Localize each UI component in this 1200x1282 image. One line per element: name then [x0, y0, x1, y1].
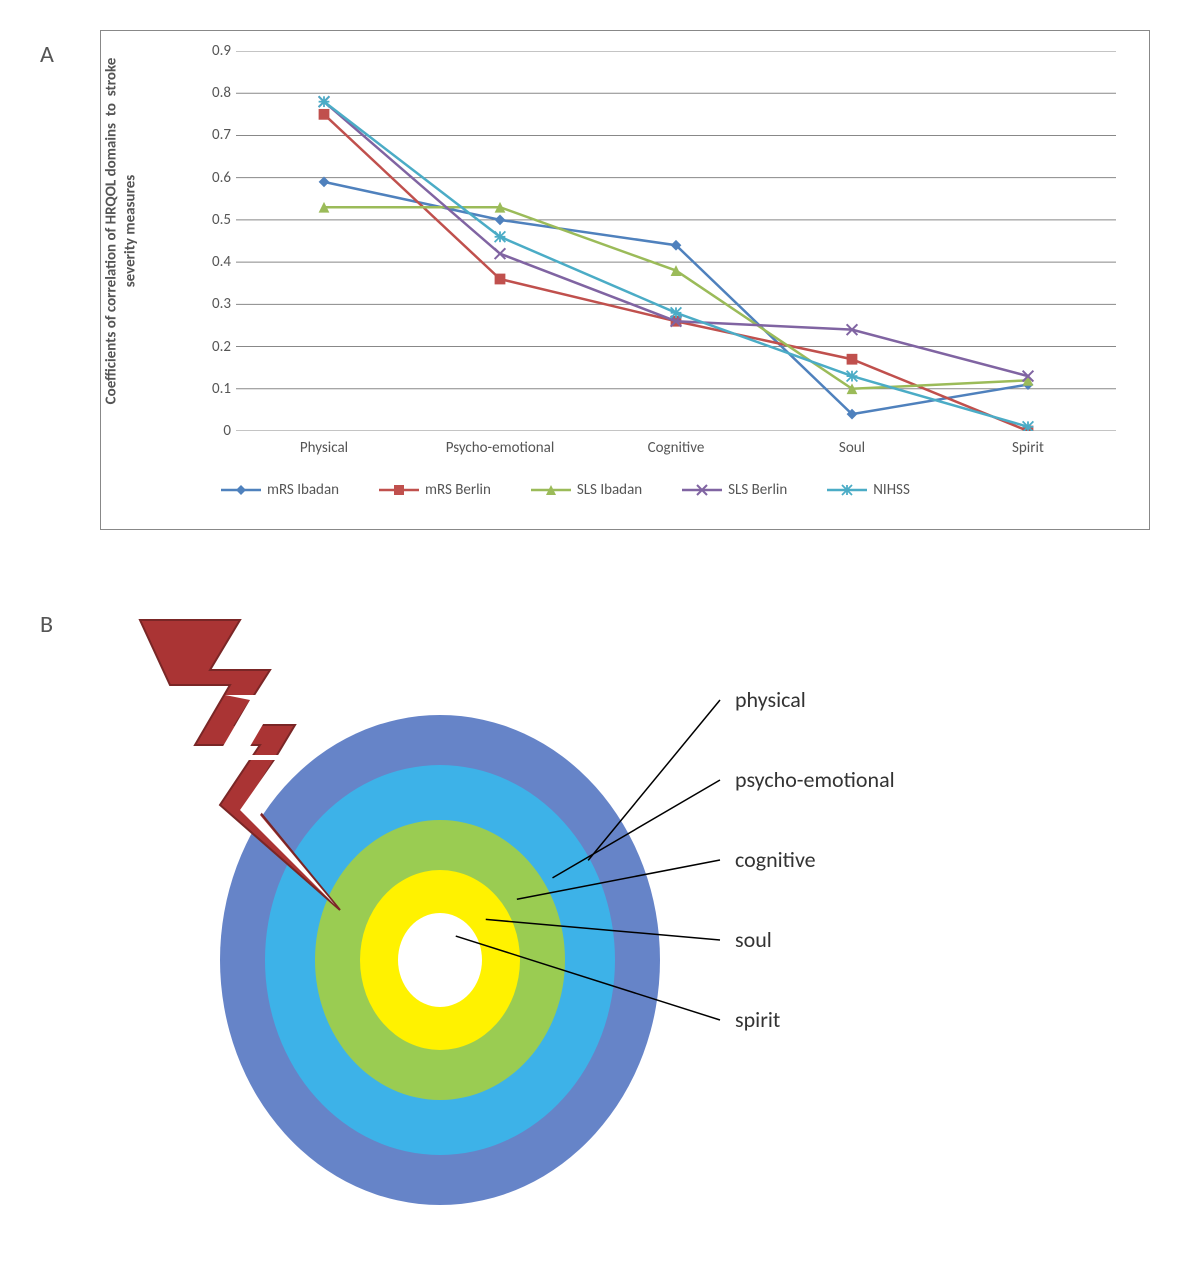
y-tick-label: 0.9	[212, 42, 231, 60]
legend-label: SLS Berlin	[728, 481, 787, 499]
legend-item: NIHSS	[827, 481, 910, 499]
legend-label: SLS Ibadan	[577, 481, 642, 499]
lightning-bolt-icon	[110, 610, 370, 930]
panel-a: A Coefficients of correlation of HRQOL d…	[40, 30, 1160, 530]
panel-a-label: A	[40, 40, 54, 69]
y-axis-title: Coefficients of correlation of HRQOL dom…	[102, 41, 140, 421]
y-tick-label: 0.7	[212, 126, 231, 144]
y-tick-label: 0.4	[212, 253, 231, 271]
ring-label: cognitive	[735, 846, 816, 873]
legend-item: SLS Ibadan	[531, 481, 642, 499]
chart-legend: mRS Ibadan mRS Berlin SLS Ibadan SLS Berlin…	[221, 481, 1121, 499]
line-chart: Coefficients of correlation of HRQOL dom…	[100, 30, 1150, 530]
panel-b: B physicalpsycho-emotionalcognitivesouls…	[40, 610, 1160, 1230]
y-tick-label: 0.1	[212, 380, 231, 398]
series-sls-ibadan	[319, 202, 1034, 394]
y-tick-label: 0.3	[212, 295, 231, 313]
plot-area	[236, 51, 1116, 431]
x-category-label: Cognitive	[648, 439, 705, 457]
legend-item: SLS Berlin	[682, 481, 787, 499]
x-category-label: Spirit	[1012, 439, 1044, 457]
ring-label: psycho-emotional	[735, 766, 895, 793]
x-category-label: Psycho-emotional	[446, 439, 555, 457]
y-tick-label: 0	[223, 422, 231, 440]
y-tick-label: 0.2	[212, 338, 231, 356]
series-sls-berlin	[319, 96, 1034, 381]
y-tick-label: 0.8	[212, 84, 231, 102]
ring-label: physical	[735, 686, 806, 713]
x-category-label: Physical	[300, 439, 348, 457]
x-category-label: Soul	[839, 439, 865, 457]
x-axis-categories: Physical Psycho-emotional Cognitive Soul Spi…	[236, 439, 1116, 463]
y-axis-ticks: 00.10.20.30.40.50.60.70.80.9	[191, 51, 231, 431]
y-tick-label: 0.5	[212, 211, 231, 229]
series-nihss	[319, 96, 1034, 431]
legend-item: mRS Ibadan	[221, 481, 339, 499]
legend-label: mRS Ibadan	[267, 481, 339, 499]
legend-label: mRS Berlin	[425, 481, 491, 499]
series-mrs-ibadan	[319, 177, 1034, 420]
ring-label: soul	[735, 926, 772, 953]
ring-label: spirit	[735, 1006, 780, 1033]
y-tick-label: 0.6	[212, 169, 231, 187]
legend-label: NIHSS	[873, 481, 910, 499]
legend-item: mRS Berlin	[379, 481, 491, 499]
